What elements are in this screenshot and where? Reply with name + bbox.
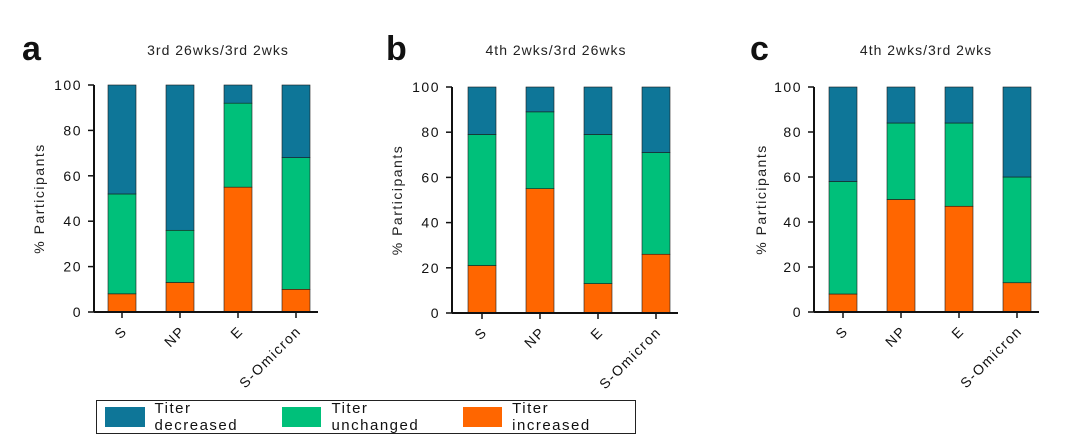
y-tick-label-c-40: 40 bbox=[783, 214, 802, 230]
x-tick-label-b-e: E bbox=[587, 324, 606, 343]
bar-a-s-omicron-titer-unchanged bbox=[281, 157, 311, 290]
bar-a-s-titer-decreased bbox=[107, 84, 137, 195]
legend-swatch-increased bbox=[462, 407, 503, 427]
bar-c-np-titer-decreased bbox=[886, 86, 916, 124]
bar-b-np-titer-unchanged bbox=[525, 111, 555, 189]
x-tick-label-a-s-omicron: S-Omicron bbox=[236, 323, 304, 391]
bar-b-e-titer-unchanged bbox=[583, 134, 613, 284]
panel-title-c: 4th 2wks/3rd 2wks bbox=[860, 42, 992, 58]
y-tick-label-b-40: 40 bbox=[421, 215, 440, 231]
panel-label-a: a bbox=[22, 30, 42, 68]
y-tick-label-a-0: 0 bbox=[73, 304, 82, 320]
x-tick-label-c-s: S bbox=[832, 323, 851, 342]
bar-c-s-titer-unchanged bbox=[828, 181, 858, 295]
y-tick-label-c-60: 60 bbox=[783, 169, 802, 185]
panel-label-b: b bbox=[386, 30, 407, 68]
x-tick-label-a-e: E bbox=[227, 323, 246, 342]
x-tick-label-a-s: S bbox=[111, 323, 130, 342]
bar-b-e-titer-increased bbox=[583, 283, 613, 314]
legend-swatch-unchanged bbox=[281, 407, 322, 427]
bar-c-s-titer-decreased bbox=[828, 86, 858, 182]
bar-a-s-titer-unchanged bbox=[107, 193, 137, 295]
x-tick-label-b-s-omicron: S-Omicron bbox=[596, 324, 664, 392]
x-tick-label-a-np: NP bbox=[161, 323, 188, 350]
y-tick-label-b-80: 80 bbox=[421, 124, 440, 140]
bar-b-s-omicron-titer-decreased bbox=[641, 86, 671, 153]
bar-a-e-titer-decreased bbox=[223, 84, 253, 104]
bar-b-s-omicron-titer-unchanged bbox=[641, 152, 671, 255]
y-tick-label-a-60: 60 bbox=[63, 168, 82, 184]
bar-b-s-titer-decreased bbox=[467, 86, 497, 135]
y-axis-label-b: % Participants bbox=[389, 145, 405, 255]
bar-c-e-titer-unchanged bbox=[944, 122, 974, 207]
y-tick-label-b-20: 20 bbox=[421, 260, 440, 276]
y-axis-label-c: % Participants bbox=[753, 144, 769, 254]
y-tick-label-b-60: 60 bbox=[421, 169, 440, 185]
bar-a-s-omicron-titer-decreased bbox=[281, 84, 311, 158]
legend-label-unchanged: Titer unchanged bbox=[331, 400, 420, 434]
y-axis-label-a: % Participants bbox=[31, 143, 47, 253]
legend-item-increased: Titer increased bbox=[462, 400, 621, 434]
bar-c-e-titer-increased bbox=[944, 205, 974, 313]
bar-c-s-titer-increased bbox=[828, 293, 858, 313]
legend-swatch-decreased bbox=[105, 407, 145, 427]
bar-b-s-titer-increased bbox=[467, 265, 497, 314]
y-tick-label-a-40: 40 bbox=[63, 213, 82, 229]
bar-a-e-titer-unchanged bbox=[223, 102, 253, 188]
legend-label-increased: Titer increased bbox=[512, 400, 591, 434]
bar-a-np-titer-unchanged bbox=[165, 229, 195, 283]
legend: Titer decreased Titer unchanged Titer in… bbox=[96, 400, 636, 434]
y-tick-label-a-20: 20 bbox=[63, 259, 82, 275]
y-tick-label-c-20: 20 bbox=[783, 259, 802, 275]
legend-item-decreased: Titer decreased bbox=[105, 400, 268, 434]
y-tick-label-a-100: 100 bbox=[54, 77, 82, 93]
bar-c-e-titer-decreased bbox=[944, 86, 974, 124]
bar-c-s-omicron-titer-increased bbox=[1002, 282, 1032, 313]
bar-c-np-titer-increased bbox=[886, 199, 916, 313]
legend-item-unchanged: Titer unchanged bbox=[281, 400, 449, 434]
bar-b-e-titer-decreased bbox=[583, 86, 613, 135]
bar-c-s-omicron-titer-decreased bbox=[1002, 86, 1032, 178]
y-tick-label-c-80: 80 bbox=[783, 124, 802, 140]
x-tick-label-c-np: NP bbox=[882, 323, 909, 350]
y-tick-label-b-100: 100 bbox=[412, 79, 440, 95]
x-tick-label-c-e: E bbox=[948, 323, 967, 342]
y-tick-label-b-0: 0 bbox=[431, 305, 440, 321]
y-tick-label-c-0: 0 bbox=[793, 304, 802, 320]
bar-a-e-titer-increased bbox=[223, 186, 253, 313]
x-tick-label-b-s: S bbox=[471, 324, 490, 343]
bar-b-np-titer-decreased bbox=[525, 86, 555, 113]
bar-b-s-omicron-titer-increased bbox=[641, 253, 671, 314]
bar-a-s-omicron-titer-increased bbox=[281, 288, 311, 313]
panel-title-b: 4th 2wks/3rd 26wks bbox=[486, 42, 627, 58]
legend-label-decreased: Titer decreased bbox=[154, 400, 239, 434]
bar-b-s-titer-unchanged bbox=[467, 134, 497, 266]
x-tick-label-b-np: NP bbox=[521, 324, 548, 351]
x-tick-label-c-s-omicron: S-Omicron bbox=[957, 323, 1025, 391]
bar-b-np-titer-increased bbox=[525, 188, 555, 314]
y-tick-label-c-100: 100 bbox=[774, 79, 802, 95]
bar-c-s-omicron-titer-unchanged bbox=[1002, 176, 1032, 284]
panel-label-c: c bbox=[750, 30, 769, 68]
bar-c-np-titer-unchanged bbox=[886, 122, 916, 200]
y-tick-label-a-80: 80 bbox=[63, 122, 82, 138]
bar-a-np-titer-decreased bbox=[165, 84, 195, 231]
bar-a-np-titer-increased bbox=[165, 282, 195, 313]
panel-title-a: 3rd 26wks/3rd 2wks bbox=[147, 42, 289, 58]
bar-a-s-titer-increased bbox=[107, 293, 137, 313]
